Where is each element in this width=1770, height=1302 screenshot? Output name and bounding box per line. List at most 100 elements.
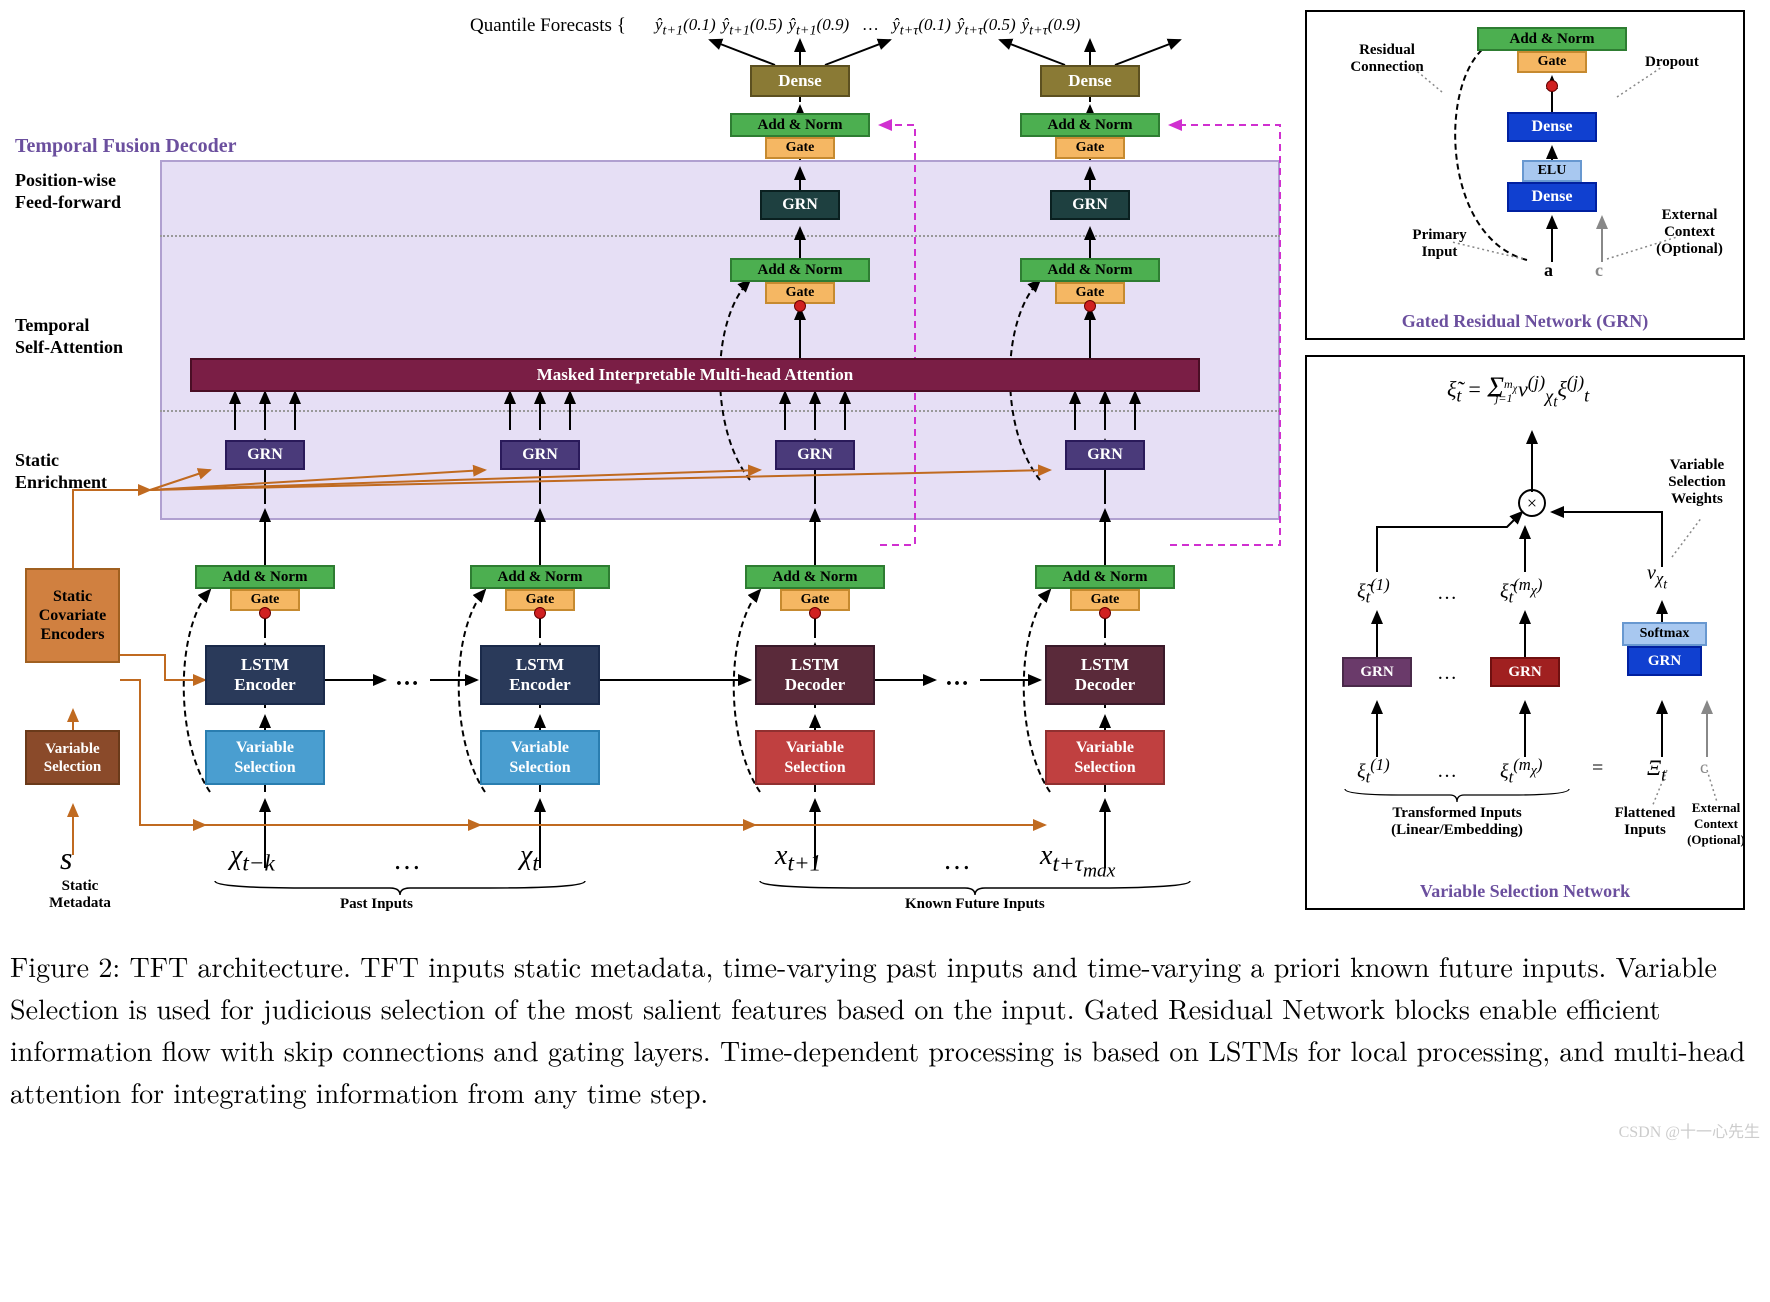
dense-top-4: Dense xyxy=(1040,65,1140,97)
addnorm-top-3: Add & Norm xyxy=(730,113,870,137)
past-brace xyxy=(210,878,590,898)
lstm-enc-2: LSTMEncoder xyxy=(480,645,600,705)
grn-c: c xyxy=(1595,260,1603,281)
known-future-label: Known Future Inputs xyxy=(905,896,1045,913)
grn-addnorm: Add & Norm xyxy=(1477,27,1627,51)
vsn-softmax: Softmax xyxy=(1622,622,1707,646)
grn-primary-label: PrimaryInput xyxy=(1407,227,1472,261)
lstm-dots-2: … xyxy=(945,665,969,692)
dense-top-3: Dense xyxy=(750,65,850,97)
varsel-2: VariableSelection xyxy=(480,730,600,785)
addnorm-low-3: Add & Norm xyxy=(745,565,885,589)
varsel-4: VariableSelection xyxy=(1045,730,1165,785)
v-xt: vχt xyxy=(1647,562,1667,593)
dropout-dot-1b xyxy=(259,607,271,619)
past-inputs-label: Past Inputs xyxy=(340,896,413,913)
addnorm-mid-4: Add & Norm xyxy=(1020,258,1160,282)
q-ellipsis: … xyxy=(855,15,886,39)
dropout-dot-3b xyxy=(809,607,821,619)
grn-se-1: GRN xyxy=(225,440,305,470)
eq-sign: = xyxy=(1592,757,1603,780)
x-dots: … xyxy=(945,845,970,877)
flattened-label: FlattenedInputs xyxy=(1610,805,1680,839)
vsn-formula: ξ̃t = Σmχj=1 v(j)χtξ(j)t xyxy=(1447,372,1589,411)
q3: ŷt+1(0.9) xyxy=(788,15,849,39)
main-wrap: Quantile Forecasts { ŷt+1(0.1) ŷt+1(0.5)… xyxy=(10,10,1760,920)
vsn-c: c xyxy=(1700,757,1708,778)
transformed-brace xyxy=(1342,787,1572,805)
multiply-node: × xyxy=(1518,489,1546,517)
Xi-t: Ξt xyxy=(1647,755,1666,785)
vsn-grn-dots: … xyxy=(1437,662,1457,685)
lstm-enc-1: LSTMEncoder xyxy=(205,645,325,705)
x-t1: xt+1 xyxy=(775,840,821,878)
divider-1 xyxy=(160,235,1280,237)
future-brace xyxy=(755,878,1195,898)
section-sa: TemporalSelf-Attention xyxy=(15,315,123,358)
addnorm-mid-3: Add & Norm xyxy=(730,258,870,282)
xi-tilde-dots: … xyxy=(1437,582,1457,605)
grn-dropout-label: Dropout xyxy=(1645,54,1699,71)
dropout-dot-3a xyxy=(794,300,806,312)
grn-a: a xyxy=(1544,260,1553,281)
static-cov-encoders: StaticCovariateEncoders xyxy=(25,568,120,663)
lstm-dec-3: LSTMDecoder xyxy=(755,645,875,705)
dropout-dot-2b xyxy=(534,607,546,619)
quantile-label: Quantile Forecasts { xyxy=(470,15,626,37)
vsw-label: VariableSelectionWeights xyxy=(1662,457,1732,508)
chi-tk: χt−k xyxy=(230,840,275,878)
s-input: s xyxy=(60,840,72,877)
section-pwff: Position-wiseFeed-forward xyxy=(15,170,121,213)
quantile-outputs: ŷt+1(0.1) ŷt+1(0.5) ŷt+1(0.9) … ŷt+τ(0.1… xyxy=(655,15,1080,39)
grn-panel: Add & Norm Gate Dense ELU Dense a c Resi… xyxy=(1305,10,1745,340)
main-architecture-diagram: Quantile Forecasts { ŷt+1(0.1) ŷt+1(0.5)… xyxy=(10,10,1290,920)
section-se: StaticEnrichment xyxy=(15,450,107,493)
grn-external-label: ExternalContext(Optional) xyxy=(1652,207,1727,258)
addnorm-low-2: Add & Norm xyxy=(470,565,610,589)
grn-elu: ELU xyxy=(1522,160,1582,182)
addnorm-low-4: Add & Norm xyxy=(1035,565,1175,589)
q1: ŷt+1(0.1) xyxy=(655,15,716,39)
divider-2 xyxy=(160,410,1280,412)
varsel-1: VariableSelection xyxy=(205,730,325,785)
grn-title: Gated Residual Network (GRN) xyxy=(1307,311,1743,332)
figure-caption: Figure 2: TFT architecture. TFT inputs s… xyxy=(10,945,1760,1113)
transformed-label: Transformed Inputs(Linear/Embedding) xyxy=(1377,805,1537,839)
watermark: CSDN @十一心先生 xyxy=(10,1118,1760,1142)
q4: ŷt+τ(0.1) xyxy=(892,15,951,39)
grn-residual-label: ResidualConnection xyxy=(1347,42,1427,76)
xi-m: ξt(mχ) xyxy=(1500,755,1542,788)
lstm-dec-4: LSTMDecoder xyxy=(1045,645,1165,705)
xi-tilde-1: ξ̃t(1) xyxy=(1357,575,1390,608)
grn-dropout-dot xyxy=(1546,80,1558,92)
tfd-title: Temporal Fusion Decoder xyxy=(15,135,236,158)
gate-top-4: Gate xyxy=(1055,137,1125,159)
static-metadata-label: StaticMetadata xyxy=(40,878,120,912)
dropout-dot-4b xyxy=(1099,607,1111,619)
addnorm-low-1: Add & Norm xyxy=(195,565,335,589)
grn-gate: Gate xyxy=(1517,51,1587,73)
vsn-grn-1: GRN xyxy=(1342,657,1412,687)
vsn-grn-m: GRN xyxy=(1490,657,1560,687)
grn-se-4: GRN xyxy=(1065,440,1145,470)
varsel-static: VariableSelection xyxy=(25,730,120,785)
grn-dark-4: GRN xyxy=(1050,190,1130,220)
xi-tilde-m: ξ̃t(mχ) xyxy=(1500,575,1542,608)
gate-top-3: Gate xyxy=(765,137,835,159)
q2: ŷt+1(0.5) xyxy=(722,15,783,39)
x-tmax: xt+τmax xyxy=(1040,840,1115,882)
grn-se-3: GRN xyxy=(775,440,855,470)
vsn-title: Variable Selection Network xyxy=(1307,881,1743,902)
vsn-panel: ξ̃t = Σmχj=1 v(j)χtξ(j)t × VariableSelec… xyxy=(1305,355,1745,910)
xi-dots: … xyxy=(1437,760,1457,783)
attention-block: Masked Interpretable Multi-head Attentio… xyxy=(190,358,1200,392)
dropout-dot-4a xyxy=(1084,300,1096,312)
right-panels: Add & Norm Gate Dense ELU Dense a c Resi… xyxy=(1305,10,1745,920)
chi-t: χt xyxy=(520,840,539,878)
q5: ŷt+τ(0.5) xyxy=(957,15,1016,39)
varsel-3: VariableSelection xyxy=(755,730,875,785)
vsn-external-label: ExternalContext(Optional) xyxy=(1682,800,1750,848)
grn-dense-2: Dense xyxy=(1507,112,1597,142)
addnorm-top-4: Add & Norm xyxy=(1020,113,1160,137)
grn-se-2: GRN xyxy=(500,440,580,470)
